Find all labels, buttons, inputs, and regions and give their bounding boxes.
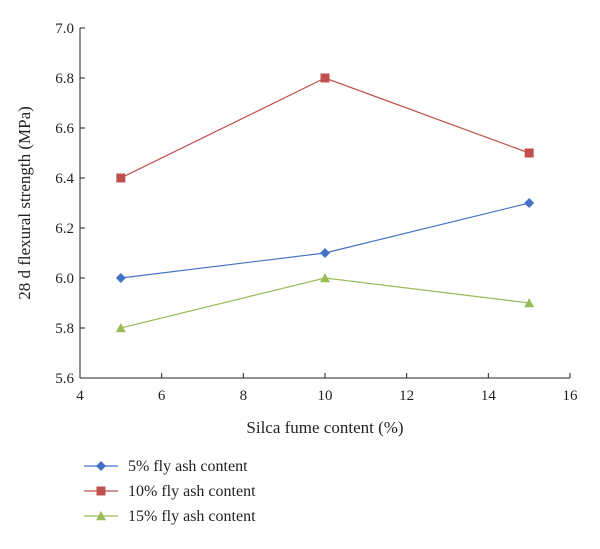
x-tick-label: 8 [240,388,248,404]
x-tick-label: 16 [563,388,579,404]
legend-marker [96,511,106,521]
series-line [120,77,530,179]
y-tick-label: 7.0 [55,21,74,37]
data-point [524,148,534,158]
y-tick-label: 5.6 [55,371,74,387]
ticks: 5.6 5.8 6.0 6.2 6.4 6.6 6.8 7.0 4 6 8 10 12 14 16 [55,21,578,404]
data-point [115,273,126,283]
legend-label: 5% fly ash content [128,458,248,475]
data-point [524,198,535,208]
legend-item-2: 10% fly ash content [84,483,256,500]
y-axis-title: 28 d flexural strength (MPa) [15,106,34,300]
y-tick-label: 6.0 [55,271,74,287]
series-line [120,202,530,279]
data-point [115,323,126,333]
legend-marker [96,461,106,471]
data-point [320,73,330,83]
legend: 5% fly ash content 10% fly ash content 15%… [84,458,256,525]
y-tick-label: 6.6 [55,121,74,137]
legend-marker [96,486,106,496]
series-2 [116,73,534,183]
y-tick-label: 6.8 [55,71,74,87]
y-tick-label: 6.2 [55,221,74,237]
legend-label: 15% fly ash content [128,508,256,525]
series-group [115,73,535,333]
x-tick-label: 10 [318,388,333,404]
y-tick-label: 6.4 [55,171,74,187]
data-point [524,298,535,308]
legend-label: 10% fly ash content [128,483,256,500]
x-tick-label: 6 [158,388,166,404]
x-axis-title: Silca fume content (%) [246,418,403,437]
legend-item-1: 5% fly ash content [84,458,248,475]
data-point [116,173,126,183]
series-line [120,277,530,329]
x-tick-label: 4 [76,388,84,404]
data-point [320,273,330,283]
legend-item-3: 15% fly ash content [84,508,256,525]
x-tick-label: 14 [481,388,497,404]
data-point [320,248,330,258]
y-tick-label: 5.8 [55,321,74,337]
series-3 [115,273,535,333]
series-1 [115,198,535,283]
x-tick-label: 12 [399,388,414,404]
